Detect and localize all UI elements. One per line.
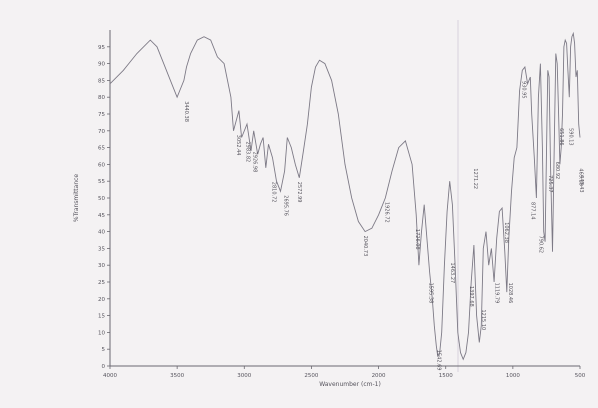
peak-label: 725.37: [547, 175, 553, 193]
y-tick-label: 50: [98, 196, 105, 202]
y-tick-label: 65: [98, 146, 105, 152]
peak-label: 1726.08: [414, 229, 420, 250]
y-tick-label: 85: [98, 78, 105, 84]
spectrum-series-line: [109, 31, 581, 361]
peak-label: 469.19: [577, 168, 583, 186]
peak-label: 1542.69: [436, 350, 442, 371]
peak-label: 1028.46: [507, 283, 513, 304]
peak-label: 680.92: [554, 162, 560, 180]
peak-label: 449.43: [578, 175, 584, 193]
x-tick-label: 1000: [506, 373, 520, 379]
peak-label: 1463.27: [449, 263, 455, 284]
peak-label: 2926.98: [252, 152, 258, 173]
peak-label: 3052.44: [235, 135, 241, 156]
y-tick-label: 45: [98, 213, 105, 219]
peak-label: 1397.68: [468, 286, 474, 307]
x-tick-label: 3000: [237, 373, 251, 379]
y-tick-label: 25: [98, 280, 105, 286]
x-tick-label: 4000: [103, 373, 117, 379]
peak-label: 1119.79: [493, 283, 499, 304]
y-tick-label: 30: [98, 263, 105, 269]
x-tick-label: 3500: [170, 373, 184, 379]
y-tick-label: 20: [98, 297, 105, 303]
peak-label: 590.13: [567, 128, 573, 146]
peak-label: 790.62: [538, 236, 544, 254]
y-tick-label: 60: [98, 162, 105, 168]
peak-label: 2572.99: [296, 182, 302, 203]
peak-label: 1926.72: [383, 202, 389, 223]
peak-label: 2810.72: [271, 182, 277, 203]
peak-label: 1595.38: [428, 283, 434, 304]
y-axis-title: %Transmittance: [73, 174, 80, 223]
peak-labels: 3440.38 3052.44 2983.82 2926.98 2810.72 2695.…: [183, 81, 584, 370]
x-tick-label: 1500: [439, 373, 453, 379]
peak-label: 651.86: [558, 128, 564, 146]
x-tick-label: 2500: [304, 373, 318, 379]
peak-label: 1271.22: [472, 168, 478, 189]
peak-label: 2040.73: [362, 236, 368, 257]
peak-label: 2983.82: [244, 142, 250, 163]
peak-label: 1215.10: [480, 310, 486, 331]
peak-label: 930.95: [520, 81, 526, 99]
y-tick-label: 75: [98, 112, 105, 118]
y-tick-label: 5: [102, 347, 106, 353]
x-tick-label: 2000: [372, 373, 386, 379]
y-tick-label: 15: [98, 314, 105, 320]
y-tick-label: 55: [98, 179, 105, 185]
y-tick-label: 10: [98, 330, 105, 336]
peak-label: 3440.38: [183, 101, 189, 122]
y-tick-label: 35: [98, 246, 105, 252]
y-tick-label: 70: [98, 129, 105, 135]
y-tick-label: 0: [102, 364, 106, 370]
axis-frame: [109, 30, 580, 367]
x-axis-title: Wavenumber (cm-1): [319, 381, 381, 388]
y-tick-label: 80: [98, 95, 105, 101]
axes: [109, 30, 580, 367]
y-tick-label: 40: [98, 230, 105, 236]
y-tick-label: 95: [98, 45, 105, 51]
x-tick-label: 500: [575, 373, 586, 379]
tick-marks: 4000 3500 3000 2500 2000 1500 1000 500 0 5 10 15 20 2…: [98, 45, 586, 379]
y-tick-label: 90: [98, 62, 105, 68]
peak-label: 2695.76: [283, 195, 289, 216]
peak-label: 1062.38: [503, 222, 509, 243]
peak-label: 877.14: [530, 202, 536, 220]
